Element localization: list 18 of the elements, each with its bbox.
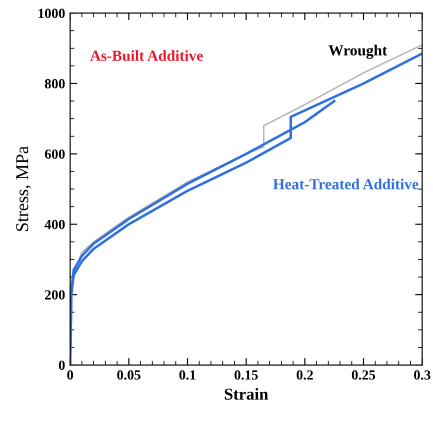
x-tick-label: 0.15 bbox=[234, 370, 258, 380]
x-tick-label: 0.25 bbox=[352, 370, 376, 380]
x-tick-label: 0 bbox=[67, 370, 74, 380]
annotation: Wrought bbox=[328, 44, 388, 59]
x-tick-label: 0.3 bbox=[414, 370, 430, 380]
y-tick-label: 200 bbox=[45, 290, 65, 300]
annotation: As-Built Additive bbox=[90, 50, 203, 61]
x-tick-label: 0.2 bbox=[296, 370, 313, 380]
y-axis-title: Stress, MPa bbox=[16, 146, 31, 231]
annotation: Heat-Treated Additive bbox=[273, 178, 418, 190]
y-tick-label: 600 bbox=[44, 149, 65, 159]
x-axis-title: Strain bbox=[224, 388, 268, 400]
y-tick-label: 1000 bbox=[38, 8, 65, 18]
y-tick-label: 800 bbox=[44, 79, 65, 88]
y-tick-label: 400 bbox=[44, 220, 65, 230]
x-tick-label: 0.05 bbox=[117, 370, 140, 380]
x-tick-label: 0.1 bbox=[179, 370, 196, 380]
y-tick-label: 0 bbox=[58, 360, 65, 370]
